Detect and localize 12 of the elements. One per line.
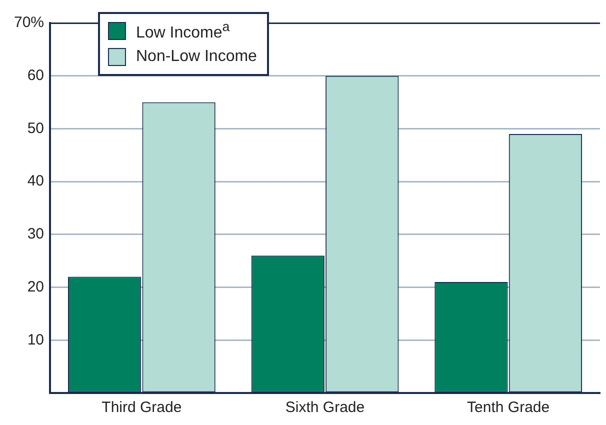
y-tick-label: 10 [27,331,44,348]
x-tick-label: Tenth Grade [467,399,550,416]
y-tick-label: 70% [14,14,44,32]
y-tick-label: 40 [27,172,44,190]
x-tick-label: Third Grade [102,399,182,416]
x-tick-label: Sixth Grade [285,399,365,416]
y-tick-label: 60 [27,67,44,84]
y-tick-label: 20 [27,278,44,296]
legend-label: Non-Low Income [136,48,257,66]
legend-label: Low Income$^{a}$ [136,19,230,43]
y-tick-label: 50 [27,120,44,137]
y-tick-label: 30 [27,226,44,243]
